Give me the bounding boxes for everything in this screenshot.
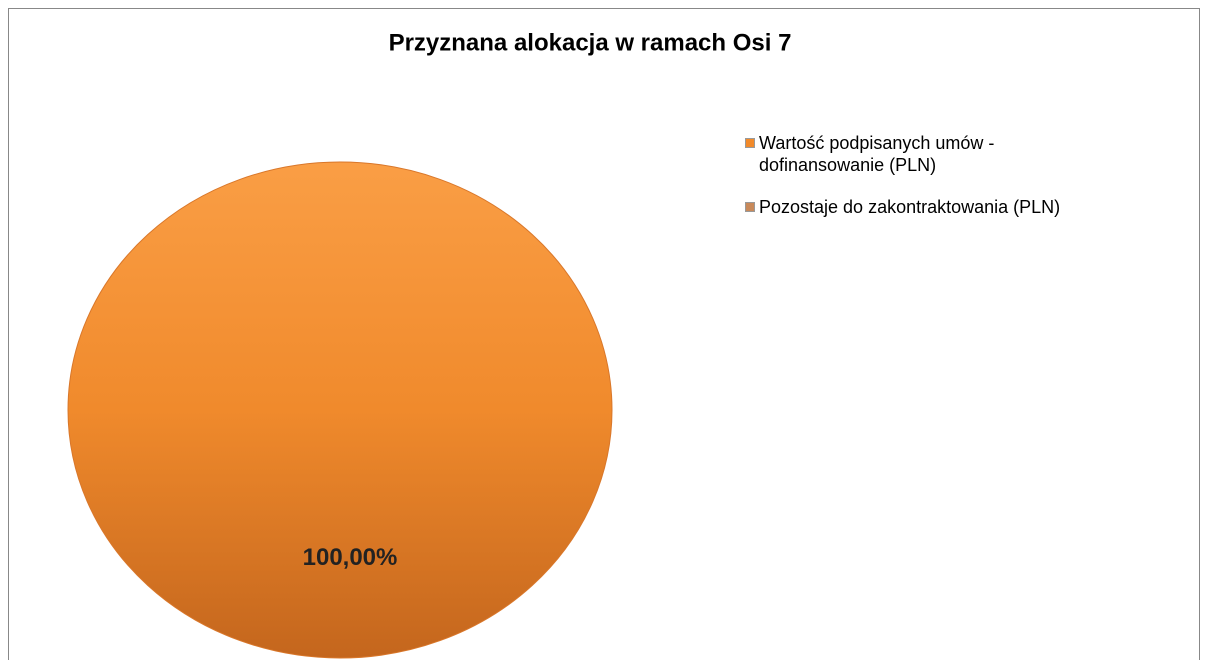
legend-label: Pozostaje do zakontraktowania (PLN)	[759, 197, 1061, 217]
pie-slice	[67, 161, 613, 659]
legend: Wartość podpisanych umów - dofinansowani…	[745, 132, 1145, 238]
legend-item: Pozostaje do zakontraktowania (PLN)	[745, 196, 1145, 218]
legend-item: Wartość podpisanych umów - dofinansowani…	[745, 132, 1145, 176]
legend-label: Wartość podpisanych umów - dofinansowani…	[759, 133, 995, 175]
chart-frame	[8, 8, 1200, 660]
data-label: 100,00%	[303, 544, 398, 571]
legend-swatch	[745, 202, 755, 212]
chart-title: Przyznana alokacja w ramach Osi 7	[389, 29, 792, 56]
legend-swatch	[745, 138, 755, 148]
